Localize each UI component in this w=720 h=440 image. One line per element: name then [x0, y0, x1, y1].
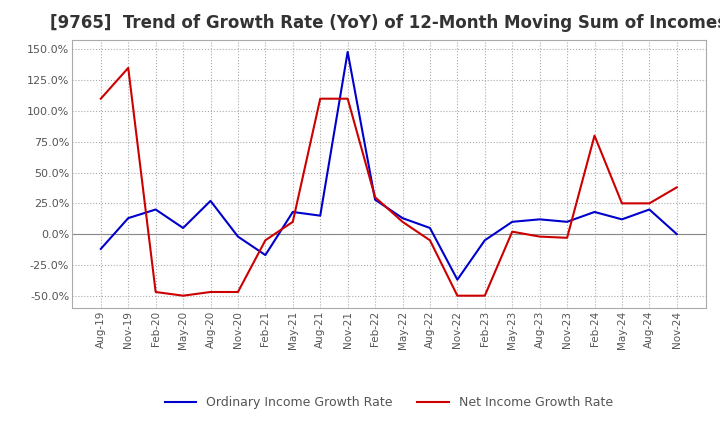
Net Income Growth Rate	[233, 290, 242, 295]
Ordinary Income Growth Rate	[289, 209, 297, 215]
Ordinary Income Growth Rate	[645, 207, 654, 212]
Ordinary Income Growth Rate	[398, 216, 407, 221]
Ordinary Income Growth Rate	[206, 198, 215, 204]
Net Income Growth Rate	[618, 201, 626, 206]
Ordinary Income Growth Rate	[371, 197, 379, 202]
Net Income Growth Rate	[289, 219, 297, 224]
Net Income Growth Rate	[426, 238, 434, 243]
Ordinary Income Growth Rate	[590, 209, 599, 215]
Legend: Ordinary Income Growth Rate, Net Income Growth Rate: Ordinary Income Growth Rate, Net Income …	[160, 392, 618, 414]
Net Income Growth Rate	[563, 235, 572, 241]
Net Income Growth Rate	[480, 293, 489, 298]
Net Income Growth Rate	[96, 96, 105, 101]
Ordinary Income Growth Rate	[453, 277, 462, 282]
Ordinary Income Growth Rate	[536, 217, 544, 222]
Ordinary Income Growth Rate	[480, 238, 489, 243]
Ordinary Income Growth Rate	[618, 217, 626, 222]
Ordinary Income Growth Rate	[96, 246, 105, 252]
Ordinary Income Growth Rate	[426, 225, 434, 231]
Net Income Growth Rate	[316, 96, 325, 101]
Line: Net Income Growth Rate: Net Income Growth Rate	[101, 68, 677, 296]
Net Income Growth Rate	[672, 185, 681, 190]
Net Income Growth Rate	[371, 194, 379, 200]
Ordinary Income Growth Rate	[124, 216, 132, 221]
Net Income Growth Rate	[645, 201, 654, 206]
Ordinary Income Growth Rate	[343, 49, 352, 55]
Ordinary Income Growth Rate	[179, 225, 187, 231]
Net Income Growth Rate	[206, 290, 215, 295]
Net Income Growth Rate	[151, 290, 160, 295]
Ordinary Income Growth Rate	[508, 219, 516, 224]
Net Income Growth Rate	[536, 234, 544, 239]
Ordinary Income Growth Rate	[316, 213, 325, 218]
Ordinary Income Growth Rate	[151, 207, 160, 212]
Line: Ordinary Income Growth Rate: Ordinary Income Growth Rate	[101, 52, 677, 280]
Ordinary Income Growth Rate	[233, 234, 242, 239]
Net Income Growth Rate	[343, 96, 352, 101]
Net Income Growth Rate	[179, 293, 187, 298]
Net Income Growth Rate	[590, 133, 599, 138]
Net Income Growth Rate	[453, 293, 462, 298]
Net Income Growth Rate	[261, 238, 270, 243]
Title: [9765]  Trend of Growth Rate (YoY) of 12-Month Moving Sum of Incomes: [9765] Trend of Growth Rate (YoY) of 12-…	[50, 15, 720, 33]
Net Income Growth Rate	[124, 65, 132, 70]
Ordinary Income Growth Rate	[672, 231, 681, 237]
Ordinary Income Growth Rate	[563, 219, 572, 224]
Net Income Growth Rate	[508, 229, 516, 235]
Ordinary Income Growth Rate	[261, 253, 270, 258]
Net Income Growth Rate	[398, 219, 407, 224]
